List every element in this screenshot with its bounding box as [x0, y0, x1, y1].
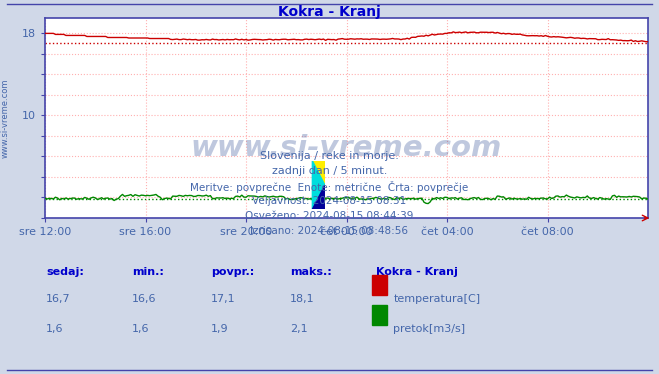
Text: Veljavnost: 2024-08-15 08:31: Veljavnost: 2024-08-15 08:31: [252, 196, 407, 206]
Text: zadnji dan / 5 minut.: zadnji dan / 5 minut.: [272, 166, 387, 177]
Text: Meritve: povprečne  Enote: metrične  Črta: povprečje: Meritve: povprečne Enote: metrične Črta:…: [190, 181, 469, 193]
Text: www.si-vreme.com: www.si-vreme.com: [1, 78, 10, 158]
Text: temperatura[C]: temperatura[C]: [393, 294, 480, 304]
Text: 16,6: 16,6: [132, 294, 156, 304]
Text: 2,1: 2,1: [290, 324, 308, 334]
Polygon shape: [312, 161, 325, 185]
Text: 1,9: 1,9: [211, 324, 229, 334]
Text: Kokra - Kranj: Kokra - Kranj: [376, 267, 457, 278]
Text: 16,7: 16,7: [46, 294, 71, 304]
Text: www.si-vreme.com: www.si-vreme.com: [191, 134, 502, 162]
Text: 1,6: 1,6: [46, 324, 64, 334]
Text: 18,1: 18,1: [290, 294, 314, 304]
Text: Kokra - Kranj: Kokra - Kranj: [278, 5, 381, 19]
Text: 1,6: 1,6: [132, 324, 150, 334]
Polygon shape: [312, 185, 325, 209]
Text: maks.:: maks.:: [290, 267, 331, 278]
Text: Osveženo: 2024-08-15 08:44:39: Osveženo: 2024-08-15 08:44:39: [245, 211, 414, 221]
Text: 17,1: 17,1: [211, 294, 235, 304]
Text: pretok[m3/s]: pretok[m3/s]: [393, 324, 465, 334]
Text: Izrisano: 2024-08-15 08:48:56: Izrisano: 2024-08-15 08:48:56: [250, 226, 409, 236]
Text: sedaj:: sedaj:: [46, 267, 84, 278]
Polygon shape: [312, 161, 325, 209]
Text: min.:: min.:: [132, 267, 163, 278]
Text: Slovenija / reke in morje.: Slovenija / reke in morje.: [260, 151, 399, 162]
Text: povpr.:: povpr.:: [211, 267, 254, 278]
